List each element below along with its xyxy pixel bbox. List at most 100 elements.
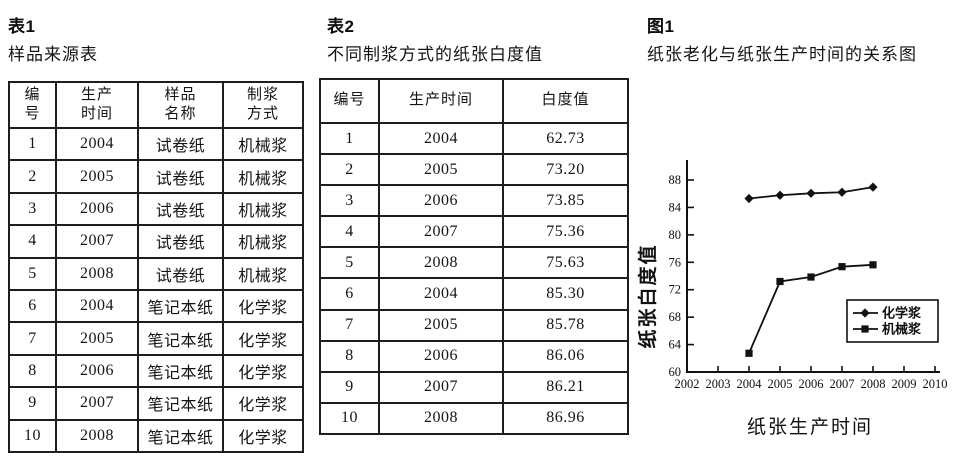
column-header: 样品 名称 [137, 81, 224, 129]
table-cell: 试卷纸 [137, 256, 224, 291]
table-row: 5 2008 75.63 [319, 246, 629, 280]
legend-marker [860, 308, 870, 318]
x-tick-label: 2003 [706, 377, 731, 391]
line-chart: 60 64 68 72 76 80 84 88 2002 2003 2004 2005 2006 2007… [630, 150, 954, 410]
figure-tag: 图1 [647, 17, 675, 36]
y-axis-label: 纸张白度值 [638, 243, 659, 349]
column-header: 白度值 [502, 78, 629, 124]
table-row: 10 2008 86.96 [319, 401, 629, 436]
table-cell: 7 [319, 308, 380, 342]
table2-title: 不同制浆方式的纸张白度值 [327, 45, 543, 64]
table-cell: 86.96 [502, 401, 629, 436]
data-point-marker [775, 190, 785, 200]
table-row: 6 2004 85.30 [319, 277, 629, 311]
table-row: 4 2007 试卷纸 机械浆 [8, 224, 304, 259]
column-header: 编 号 [8, 81, 57, 129]
sample-source-table: 编 号生产 时间 样品 名称 制浆 方式 1 2004 试卷纸 机械浆 2 2005 试卷纸 机械… [8, 81, 304, 454]
table-header-row: 编 号生产 时间 样品 名称 制浆 方式 [8, 81, 304, 129]
table-cell: 2004 [378, 277, 504, 311]
table-cell: 75.63 [502, 246, 629, 280]
table-cell: 试卷纸 [137, 126, 224, 162]
table-cell: 2007 [378, 370, 504, 404]
x-tick-label: 2002 [675, 377, 700, 391]
whiteness-value-table: 编号 生产时间 白度值 1 2004 62.73 2 2005 73.20 3 2006 73.85… [319, 78, 629, 436]
x-tick-label: 2009 [892, 377, 917, 391]
table-cell: 3 [8, 191, 57, 227]
table-row: 8 2006 笔记本纸 化学浆 [8, 353, 304, 389]
x-tick-label: 2010 [923, 377, 948, 391]
data-point-marker [745, 349, 753, 357]
y-tick-label: 72 [669, 283, 682, 297]
x-tick-label: 2008 [861, 377, 886, 391]
table-cell: 9 [8, 386, 57, 421]
x-tick-label: 2007 [830, 377, 855, 391]
column-header: 编号 [319, 78, 380, 124]
y-tick-label: 80 [669, 228, 682, 242]
table-cell: 笔记本纸 [137, 288, 224, 324]
table-cell: 试卷纸 [137, 191, 224, 227]
legend-label: 机械浆 [882, 322, 922, 337]
y-tick-label: 76 [669, 255, 682, 269]
data-point-marker [869, 261, 877, 269]
table2-tag: 表2 [327, 17, 355, 36]
table-cell: 机械浆 [222, 256, 304, 291]
table-cell: 75.36 [502, 215, 629, 249]
data-point-marker [776, 277, 784, 286]
table-row: 5 2008 试卷纸 机械浆 [8, 256, 304, 291]
table-cell: 2005 [55, 321, 139, 356]
column-header: 制浆 方式 [222, 81, 304, 129]
table-row: 7 2005 85.78 [319, 308, 629, 342]
table-cell: 2007 [55, 386, 139, 421]
table-cell: 2004 [55, 288, 139, 324]
table-cell: 9 [319, 370, 380, 404]
data-point-marker [838, 263, 846, 271]
table-cell: 10 [8, 418, 57, 454]
table-cell: 机械浆 [222, 224, 304, 259]
table-cell: 笔记本纸 [137, 418, 224, 454]
table-cell: 6 [319, 277, 380, 311]
table-cell: 2005 [378, 308, 504, 342]
table-row: 2 2005 试卷纸 机械浆 [8, 159, 304, 194]
y-tick-label: 60 [669, 365, 682, 379]
y-tick-label: 68 [669, 310, 682, 324]
data-point-marker [837, 187, 847, 197]
table-cell: 2008 [55, 256, 139, 291]
table-cell: 85.30 [502, 277, 629, 311]
table-cell: 8 [8, 353, 57, 389]
y-tick-label: 64 [669, 338, 682, 352]
table-row: 1 2004 62.73 [319, 121, 629, 156]
table-row: 3 2006 73.85 [319, 184, 629, 218]
table-cell: 86.06 [502, 339, 629, 373]
table-cell: 1 [8, 126, 57, 162]
table-cell: 4 [8, 224, 57, 259]
table-cell: 5 [8, 256, 57, 291]
table-cell: 笔记本纸 [137, 321, 224, 356]
table-cell: 试卷纸 [137, 224, 224, 259]
table-cell: 3 [319, 184, 380, 218]
table-cell: 85.78 [502, 308, 629, 342]
legend-box [846, 299, 939, 343]
table-cell: 2008 [378, 246, 504, 280]
table-cell: 化学浆 [222, 386, 304, 421]
table-row: 3 2006 试卷纸 机械浆 [8, 191, 304, 227]
table-cell: 86.21 [502, 370, 629, 404]
table-cell: 1 [319, 121, 380, 156]
table-cell: 2006 [55, 353, 139, 389]
table-cell: 2005 [55, 159, 139, 194]
table-cell: 笔记本纸 [137, 386, 224, 421]
y-tick-label: 88 [669, 173, 682, 187]
table-row: 9 2007 86.21 [319, 370, 629, 404]
table-header-row: 编号 生产时间 白度值 [319, 78, 629, 124]
table-cell: 2006 [378, 339, 504, 373]
table-row: 9 2007 笔记本纸 化学浆 [8, 386, 304, 421]
table-cell: 2007 [55, 224, 139, 259]
table-cell: 4 [319, 215, 380, 249]
table-cell: 化学浆 [222, 288, 304, 324]
y-tick-label: 84 [669, 200, 682, 214]
legend-marker [861, 325, 869, 333]
column-header: 生产 时间 [55, 81, 139, 129]
table-cell: 笔记本纸 [137, 353, 224, 389]
table-cell: 2006 [55, 191, 139, 227]
table-cell: 10 [319, 401, 380, 436]
